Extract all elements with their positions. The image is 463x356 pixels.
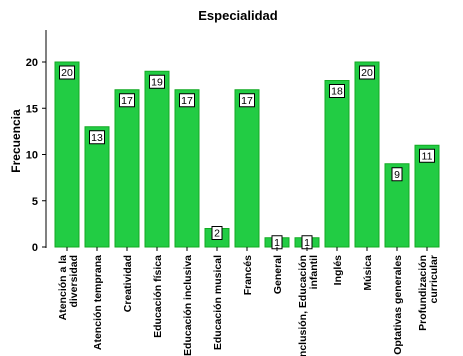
y-tick-label: 5 xyxy=(32,196,38,208)
x-tick-label: Optativas generales xyxy=(392,255,404,355)
x-tick-labels: Atención a la diversidad Atención temprana… xyxy=(57,247,440,356)
data-label: 20 xyxy=(361,67,373,79)
bar xyxy=(144,70,170,248)
x-tick-label-line: Profundización xyxy=(417,255,429,331)
x-tick-label-line: Atención a la xyxy=(57,255,69,321)
data-label-box xyxy=(89,130,105,145)
x-tick-label-line: Educación inclusiva xyxy=(182,255,194,356)
x-tick-label-line: Educación musical xyxy=(212,255,224,350)
y-ticks: 0 5 10 15 20 xyxy=(26,57,46,254)
data-label: 20 xyxy=(61,67,73,79)
x-tick-label: Música xyxy=(362,255,374,291)
x-tick-label-line: Francés xyxy=(242,255,254,295)
bar xyxy=(354,61,380,248)
bars xyxy=(54,61,440,248)
data-label: 9 xyxy=(394,169,400,181)
x-tick-label-line: Inclusión, Educación xyxy=(297,255,309,356)
x-tick-label: Educación musical xyxy=(212,255,224,350)
y-tick-label: 10 xyxy=(26,150,38,162)
y-tick-label: 15 xyxy=(26,103,38,115)
data-label-box xyxy=(211,226,223,240)
y-axis-label: Frecuencia xyxy=(9,109,23,173)
data-label-box xyxy=(359,65,375,80)
x-tick-label-line: Creatividad xyxy=(122,255,134,312)
x-tick-label: Educación inclusiva xyxy=(182,255,194,356)
data-label: 17 xyxy=(181,95,193,107)
data-label: 11 xyxy=(422,150,433,162)
data-label-box xyxy=(419,148,435,163)
x-tick-label-line: Inglés xyxy=(332,255,344,286)
x-tick-label: Francés xyxy=(242,255,254,295)
x-tick-label: Inglés xyxy=(332,255,344,286)
x-tick-label-line: diversidad xyxy=(68,255,80,308)
y-tick-label: 20 xyxy=(26,57,38,69)
data-label: 13 xyxy=(91,132,103,144)
data-label-box xyxy=(59,65,75,80)
x-tick-label-line: curricular xyxy=(428,255,440,303)
data-label: 19 xyxy=(151,76,163,88)
x-tick-label-line: Música xyxy=(362,255,374,291)
x-tick-label: Inclusión, Educación infantil xyxy=(297,255,320,356)
data-label: 1 xyxy=(274,237,280,249)
x-tick-label: Atención temprana xyxy=(92,255,104,350)
x-tick-label: Atención a la diversidad xyxy=(57,255,80,321)
x-tick-label: Profundización curricular xyxy=(417,255,440,331)
chart-title: Especialidad xyxy=(198,8,278,23)
data-label: 17 xyxy=(121,95,133,107)
data-label-box xyxy=(239,93,255,108)
x-tick-label-line: infantil xyxy=(308,255,320,289)
data-label: 18 xyxy=(331,86,343,98)
x-tick-label-line: Optativas generales xyxy=(392,255,404,355)
data-label-box xyxy=(391,167,403,182)
bar xyxy=(84,126,110,248)
data-label: 17 xyxy=(241,95,253,107)
x-tick-label: Creatividad xyxy=(122,255,134,312)
data-label-box xyxy=(179,93,195,108)
x-tick-label-line: Educación física xyxy=(152,255,164,338)
x-tick-label-line: Atención temprana xyxy=(92,255,104,350)
bar xyxy=(54,61,80,248)
data-label-box xyxy=(119,93,135,108)
bar xyxy=(324,80,350,248)
bar xyxy=(234,89,260,248)
x-tick-label: Educación física xyxy=(152,255,164,338)
data-label: 1 xyxy=(304,237,310,249)
x-tick-label-line: General xyxy=(272,255,284,294)
x-tick-label: General xyxy=(272,255,284,294)
bar xyxy=(174,89,200,248)
data-label-box xyxy=(329,84,345,98)
bar xyxy=(114,89,140,248)
data-label-box xyxy=(149,74,165,89)
y-tick-label: 0 xyxy=(32,242,38,254)
data-label: 2 xyxy=(214,228,220,240)
